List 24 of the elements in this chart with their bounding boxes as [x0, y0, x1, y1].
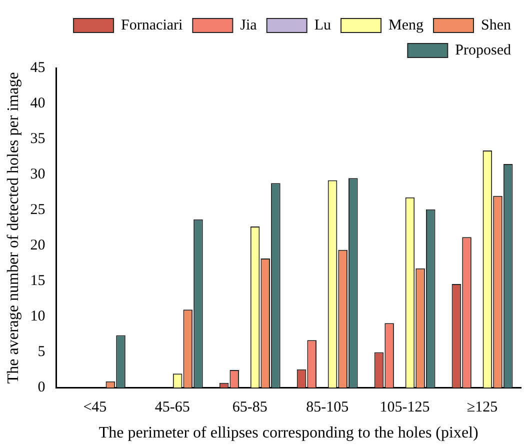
y-tick-label: 30 — [30, 166, 46, 183]
y-tick-label: 45 — [30, 60, 46, 76]
x-tick-label: 65-85 — [232, 400, 268, 416]
x-tick-label: 85-105 — [306, 400, 349, 416]
y-tick-label: 10 — [30, 308, 46, 325]
y-tick-label: 35 — [30, 131, 46, 148]
y-tick-label: 15 — [30, 273, 46, 290]
legend-label: Lu — [314, 17, 332, 34]
x-tick-label: 105-125 — [380, 400, 430, 416]
legend-label: Fornaciari — [121, 17, 183, 34]
legend-label: Shen — [481, 17, 512, 34]
y-axis-title: The average number of detected holes per image — [4, 72, 22, 384]
legend-label: Jia — [240, 17, 258, 34]
y-tick-label: 5 — [38, 344, 46, 360]
x-tick-label: ≥125 — [466, 400, 498, 416]
x-tick-label: <45 — [83, 400, 107, 416]
y-tick-label: 40 — [30, 95, 46, 112]
legend-label: Proposed — [455, 42, 512, 58]
y-tick-label: 20 — [30, 238, 46, 254]
y-tick-label: 25 — [30, 202, 46, 218]
legend-label: Meng — [388, 17, 424, 34]
y-tick-label: 0 — [38, 380, 46, 396]
x-tick-label: 45-65 — [154, 400, 190, 416]
x-axis-title: The perimeter of ellipses corresponding to the holes (pixel) — [98, 424, 478, 442]
